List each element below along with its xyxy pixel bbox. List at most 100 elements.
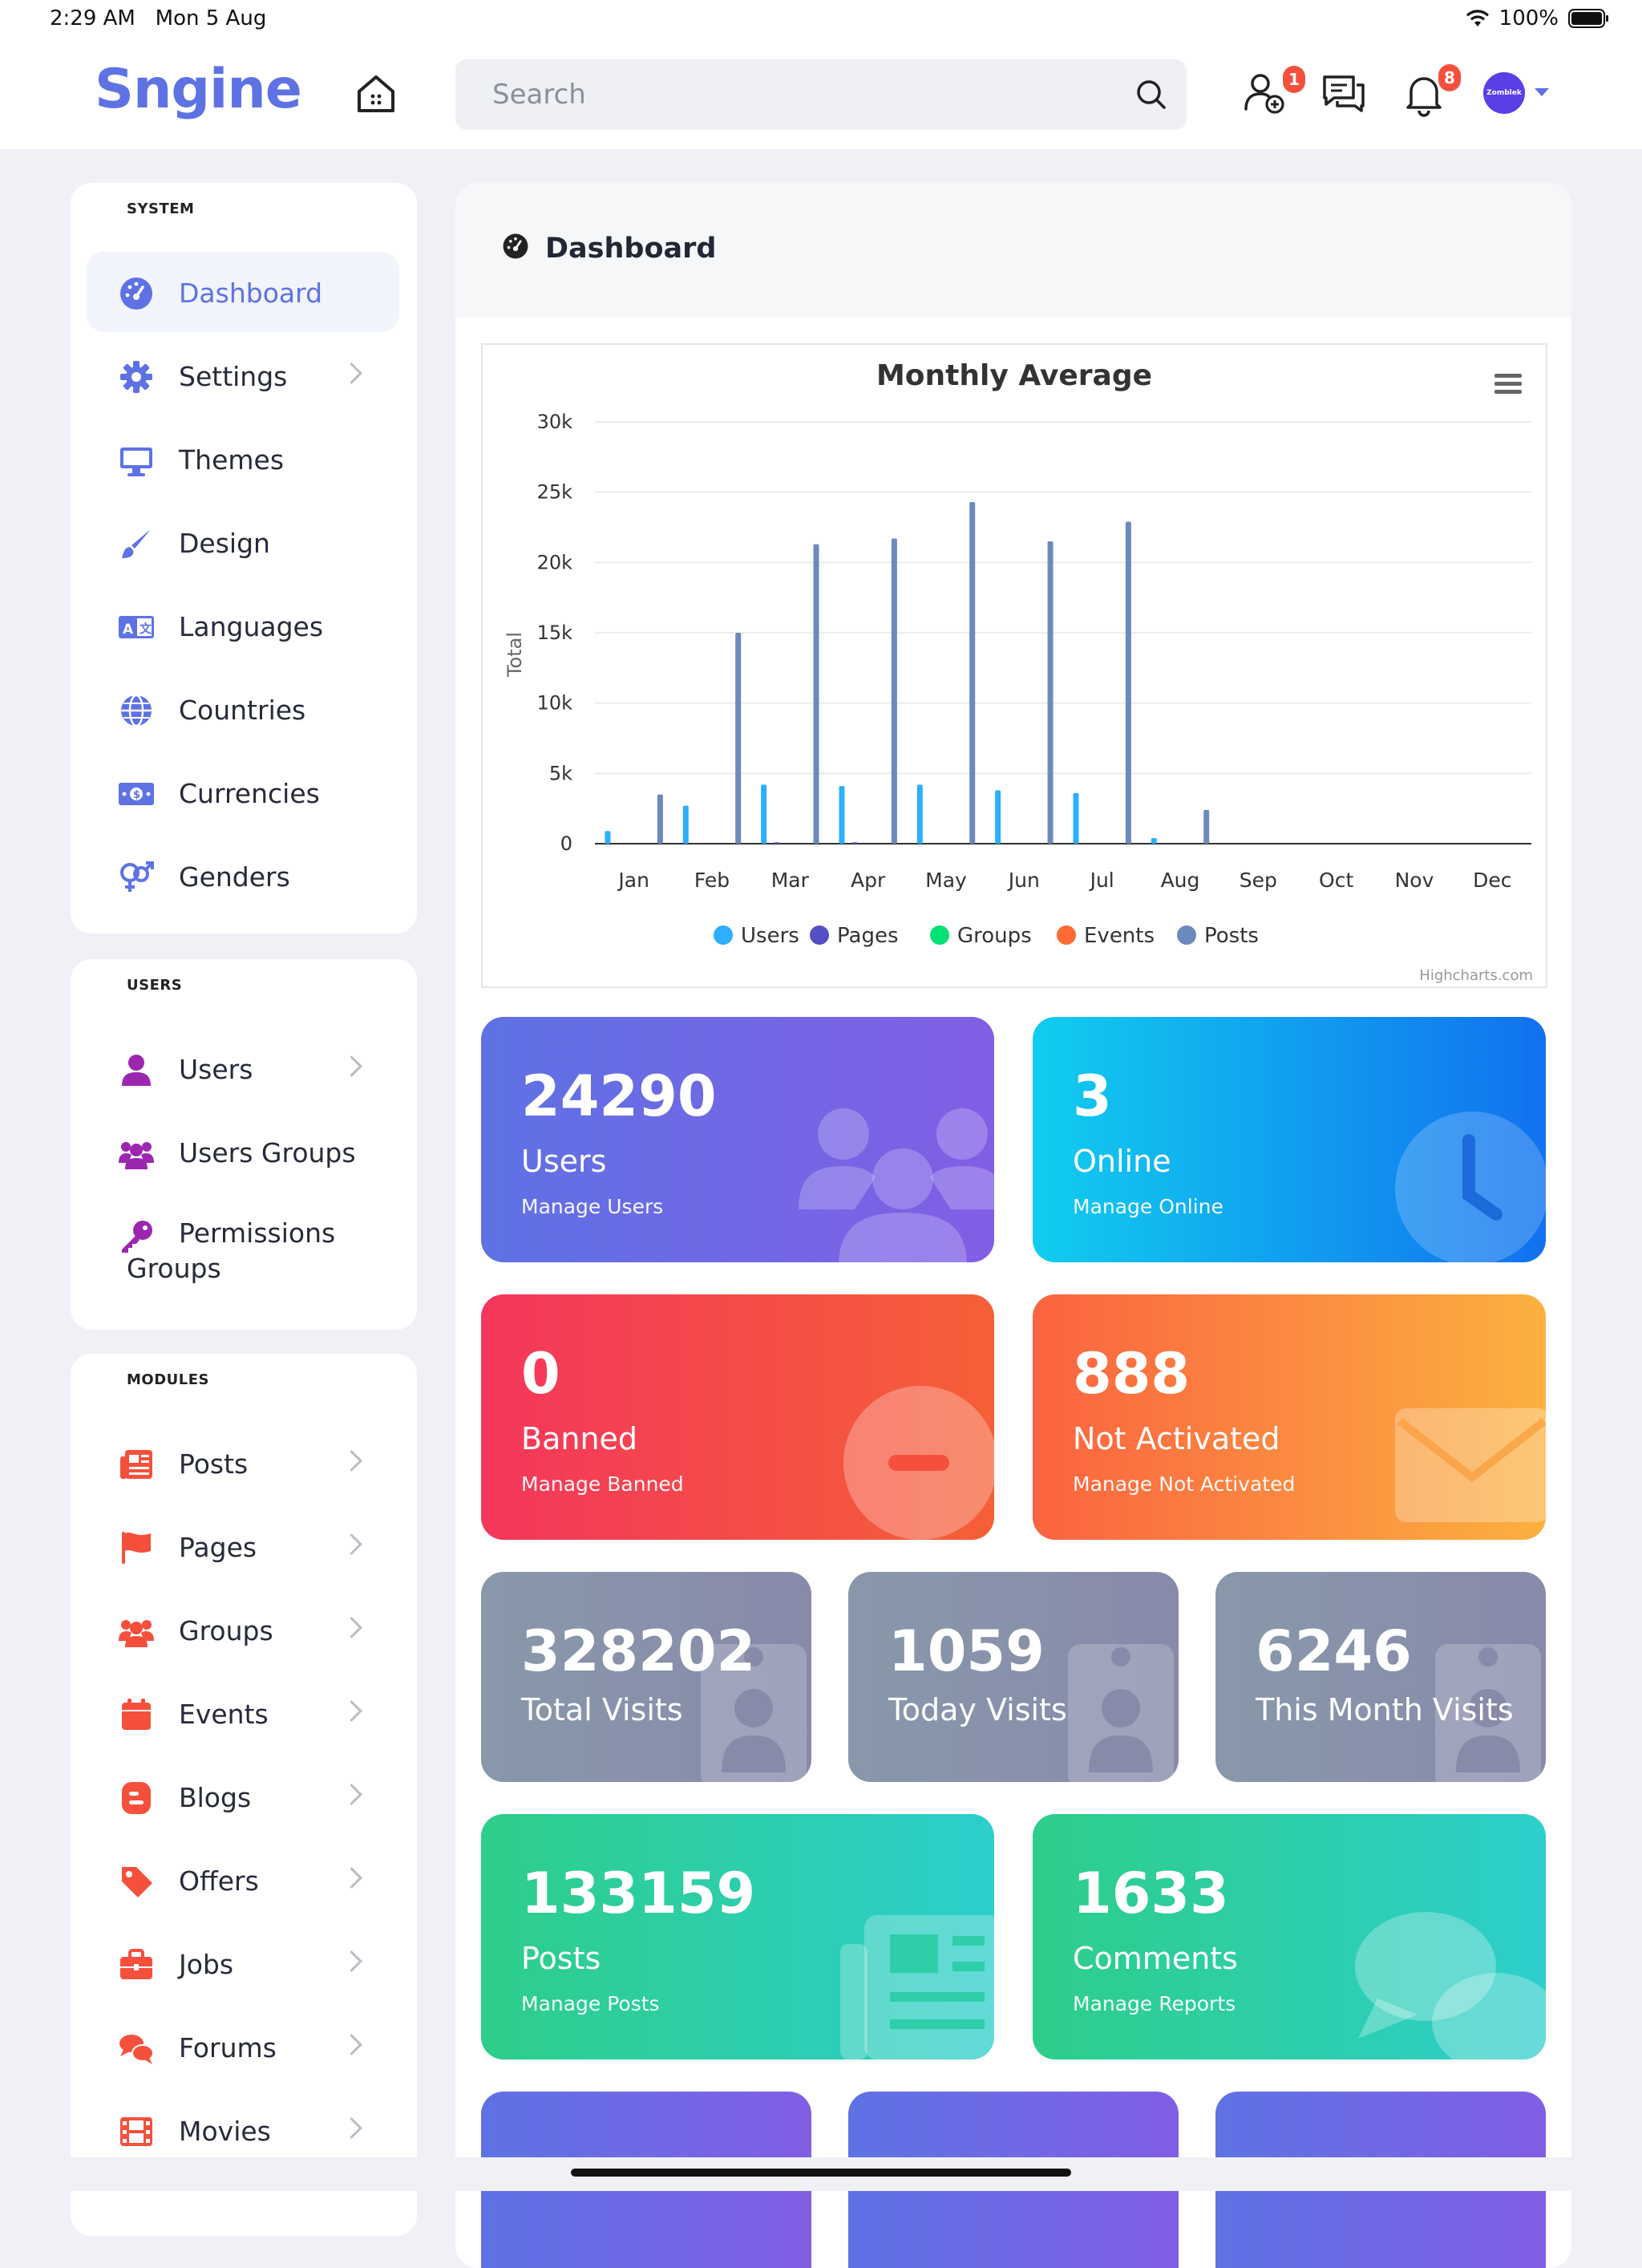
chart-bar-pages[interactable] xyxy=(851,842,858,844)
legend-item-posts[interactable]: Posts xyxy=(1177,924,1259,948)
home-indicator[interactable] xyxy=(571,2169,1071,2177)
chevron-right-icon xyxy=(341,1450,362,1472)
online-count: 3 xyxy=(1073,1063,1112,1129)
online-stat-card[interactable]: 3 Online Manage Online xyxy=(1033,1017,1546,1262)
chart-bar-posts[interactable] xyxy=(1125,521,1131,844)
legend-item-events[interactable]: Events xyxy=(1057,924,1155,948)
sidebar-item-label: Design xyxy=(179,528,270,559)
chevron-right-icon xyxy=(341,1950,362,1972)
sidebar-item-movies[interactable]: Movies xyxy=(87,2090,399,2170)
chart-bar-users[interactable] xyxy=(839,786,845,844)
chart-bar-posts[interactable] xyxy=(813,544,819,844)
chevron-down-icon[interactable] xyxy=(1535,88,1549,96)
sidebar-item-users-groups[interactable]: Users Groups xyxy=(87,1112,399,1192)
chart-bar-posts[interactable] xyxy=(1047,541,1054,844)
sidebar-item-forums[interactable]: Forums xyxy=(87,2007,399,2087)
search-input[interactable]: Search xyxy=(492,79,586,111)
manage-banned-link[interactable]: Manage Banned xyxy=(521,1472,684,1496)
gauge-icon xyxy=(120,277,152,310)
sidebar-system-panel: SYSTEM Dashboard Settings Themes Design … xyxy=(71,183,417,934)
sidebar-item-genders[interactable]: Genders xyxy=(87,836,399,916)
chart-bar-users[interactable] xyxy=(1151,837,1157,844)
legend-item-groups[interactable]: Groups xyxy=(930,924,1032,948)
chart-bar-posts[interactable] xyxy=(657,794,663,844)
sidebar-item-dashboard[interactable]: Dashboard xyxy=(87,252,399,332)
search-box[interactable]: Search xyxy=(455,59,1187,130)
badge-id-icon xyxy=(1068,1644,1174,1782)
today-visits-card: 1059 Today Visits xyxy=(848,1572,1179,1782)
avatar[interactable]: Zomblek xyxy=(1483,72,1525,114)
total-visits-count: 328202 xyxy=(521,1618,756,1684)
legend-item-pages[interactable]: Pages xyxy=(810,924,899,948)
users-stat-card[interactable]: 24290 Users Manage Users xyxy=(481,1017,994,1262)
sidebar-item-pages[interactable]: Pages xyxy=(87,1506,399,1586)
sidebar-item-settings[interactable]: Settings xyxy=(87,335,399,415)
sidebar-item-countries[interactable]: Countries xyxy=(87,669,399,749)
users-icon xyxy=(119,1142,154,1169)
not-activated-stat-card[interactable]: 888 Not Activated Manage Not Activated xyxy=(1033,1294,1546,1540)
sidebar-item-permissions-groups[interactable]: Permissions Groups xyxy=(87,1195,399,1299)
comments-stat-card[interactable]: 1633 Comments Manage Reports xyxy=(1033,1814,1546,2059)
page-title: Dashboard xyxy=(545,233,717,265)
chart-bar-posts[interactable] xyxy=(735,633,742,844)
chart-bar-users[interactable] xyxy=(682,805,689,844)
friend-requests-button[interactable]: 1 xyxy=(1241,66,1305,120)
x-tick-label: Jan xyxy=(617,869,649,892)
monitor-icon xyxy=(120,448,152,476)
chart-bar-users[interactable] xyxy=(1073,792,1079,844)
sidebar-item-jobs[interactable]: Jobs xyxy=(87,1923,399,2003)
search-icon[interactable] xyxy=(1134,77,1169,112)
chevron-right-icon xyxy=(341,362,362,384)
chart-bar-users[interactable] xyxy=(995,790,1001,844)
not-activated-label: Not Activated xyxy=(1073,1421,1280,1456)
sidebar-item-themes[interactable]: Themes xyxy=(87,419,399,499)
main-panel: Dashboard Monthly Average Total 0 5k 10k 15… xyxy=(455,183,1571,2268)
posts-stat-card[interactable]: 133159 Posts Manage Posts xyxy=(481,1814,994,2059)
site-logo[interactable]: Sngine xyxy=(95,58,302,121)
posts-count: 133159 xyxy=(521,1861,756,1926)
tag-icon xyxy=(122,1867,152,1897)
sidebar-item-offers[interactable]: Offers xyxy=(87,1840,399,1920)
chart-menu-icon[interactable] xyxy=(1494,374,1522,394)
money-icon: $ xyxy=(119,783,154,805)
manage-online-link[interactable]: Manage Online xyxy=(1073,1195,1223,1218)
chart-bar-users[interactable] xyxy=(916,784,923,844)
chart-bar-pages[interactable] xyxy=(774,842,780,844)
x-tick-label: May xyxy=(925,869,967,892)
chart-bar-posts[interactable] xyxy=(969,501,976,844)
sidebar-item-currencies[interactable]: $ Currencies xyxy=(87,752,399,832)
messages-button[interactable] xyxy=(1320,69,1368,120)
manage-reports-link[interactable]: Manage Reports xyxy=(1073,1992,1236,2015)
banned-label: Banned xyxy=(521,1421,638,1456)
y-tick-label: 5k xyxy=(549,762,572,784)
banned-stat-card[interactable]: 0 Banned Manage Banned xyxy=(481,1294,994,1540)
home-icon[interactable] xyxy=(353,71,399,117)
chart-bar-users[interactable] xyxy=(605,831,611,844)
chart-credits[interactable]: Highcharts.com xyxy=(1419,967,1533,984)
x-tick-label: Dec xyxy=(1473,869,1511,892)
clock-icon xyxy=(1395,1112,1546,1262)
manage-users-link[interactable]: Manage Users xyxy=(521,1195,664,1218)
notifications-button[interactable]: 8 xyxy=(1400,64,1461,120)
legend-item-users[interactable]: Users xyxy=(714,924,799,948)
chart-bar-posts[interactable] xyxy=(891,538,897,844)
chart-bar-posts[interactable] xyxy=(1203,809,1210,844)
manage-posts-link[interactable]: Manage Posts xyxy=(521,1992,660,2015)
sidebar-item-design[interactable]: Design xyxy=(87,502,399,582)
chart-bar-users[interactable] xyxy=(761,784,767,844)
sidebar-item-groups[interactable]: Groups xyxy=(87,1590,399,1670)
sidebar-item-events[interactable]: Events xyxy=(87,1673,399,1753)
briefcase-icon xyxy=(120,1949,152,1979)
sidebar-section-title: SYSTEM xyxy=(127,200,195,217)
chevron-right-icon xyxy=(341,1533,362,1555)
manage-not-activated-link[interactable]: Manage Not Activated xyxy=(1073,1472,1296,1496)
sidebar-item-users[interactable]: Users xyxy=(87,1028,399,1108)
sidebar-item-blogs[interactable]: Blogs xyxy=(87,1756,399,1837)
x-tick-label: Aug xyxy=(1161,869,1200,892)
sidebar-users-panel: USERS Users Users Groups Permissions Gro… xyxy=(71,959,417,1330)
sidebar-item-label: Users xyxy=(179,1054,253,1085)
sidebar-item-posts[interactable]: Posts xyxy=(87,1423,399,1503)
y-tick-label: 30k xyxy=(537,411,573,433)
total-visits-card: 328202 Total Visits xyxy=(481,1572,811,1782)
